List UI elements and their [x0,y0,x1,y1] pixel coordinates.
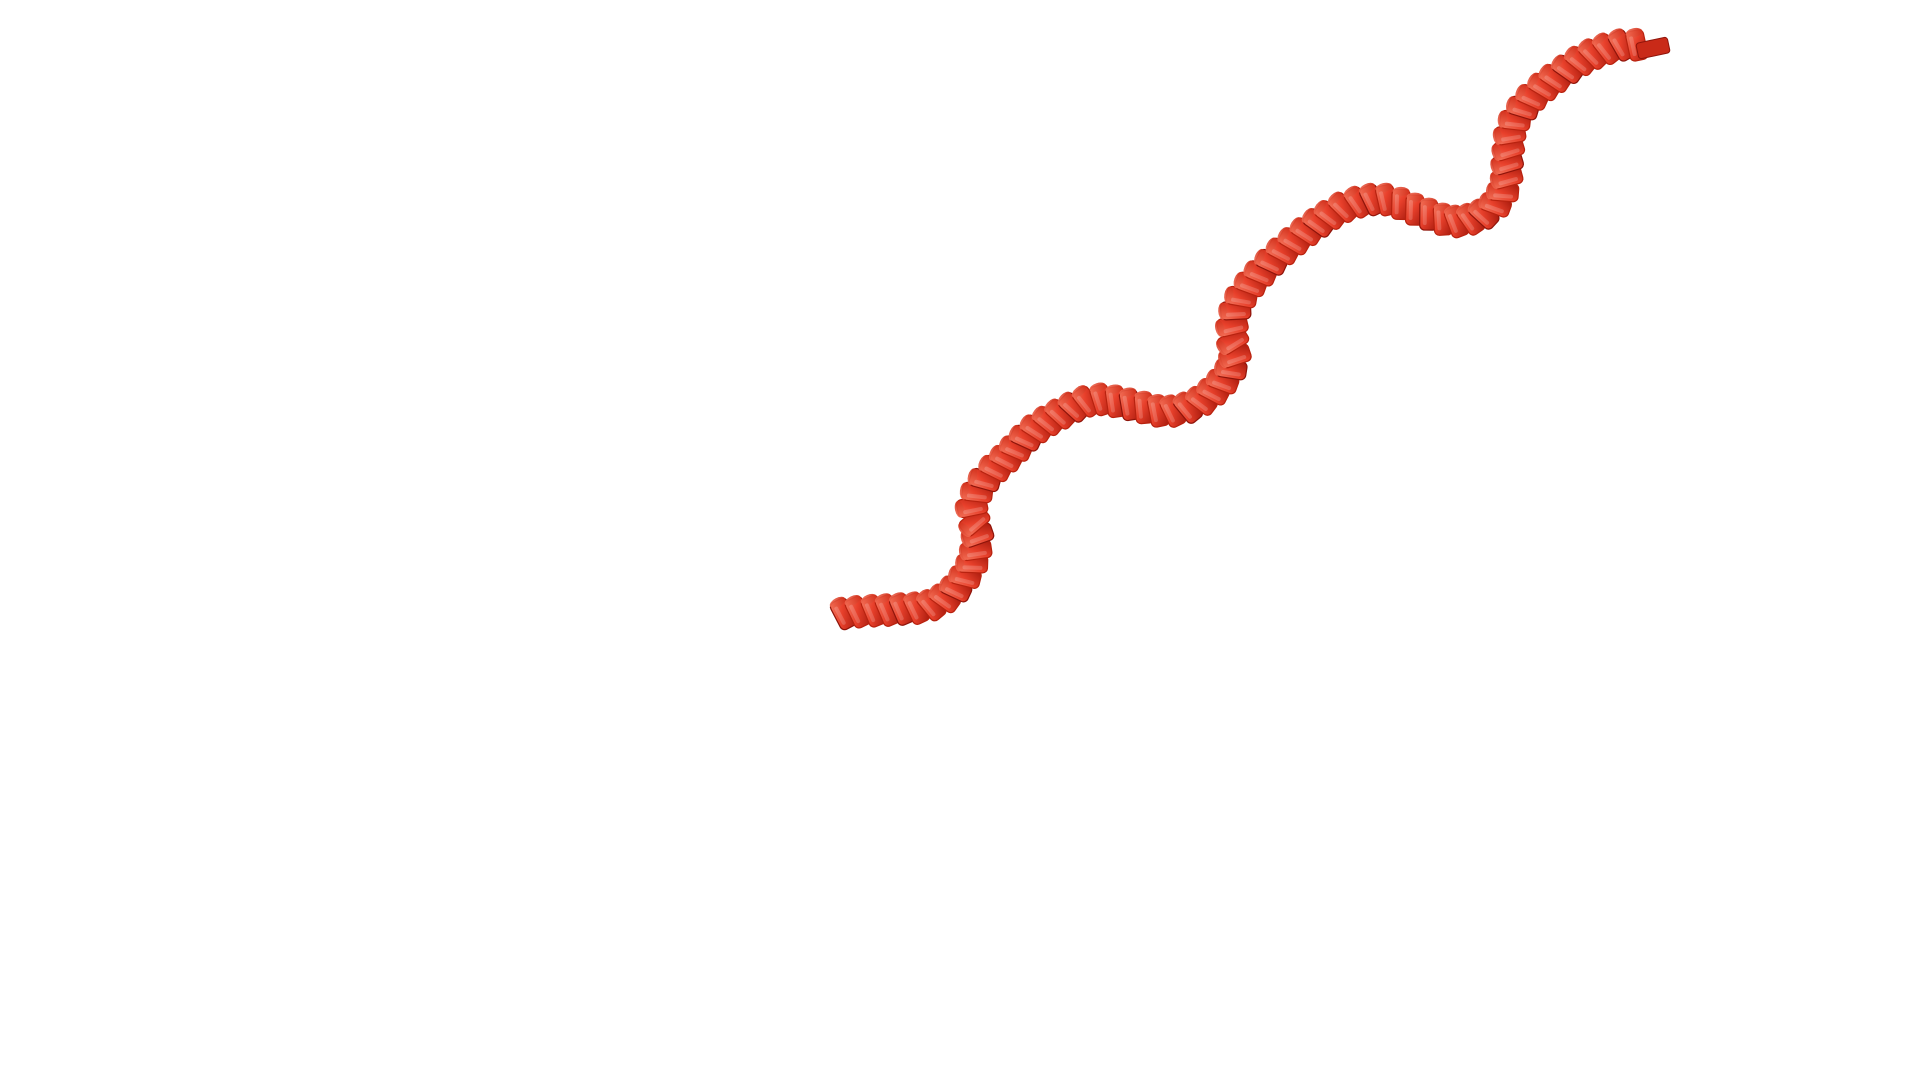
strand-segment [1538,63,1572,93]
strand-segment [1196,378,1230,406]
strand-segment [1467,198,1500,230]
strand-segment [829,596,858,631]
strand-segment [844,595,872,629]
strand-segment [1313,199,1347,230]
strand-segment [1564,45,1597,77]
strand-segment [938,575,973,603]
strand-segment [1515,84,1549,111]
strand-segment [1031,405,1065,437]
strand-segment [988,444,1023,473]
strand-segment [888,592,916,626]
strand-segment [1551,54,1584,85]
strand-segment [1591,32,1623,66]
strand-segment [1301,208,1335,238]
strand-segment [1289,217,1323,247]
strand-segment [1205,368,1240,395]
strand-segment [1254,248,1288,276]
strand-segment [1456,202,1486,236]
strand [829,27,1671,631]
strand-segment [1265,237,1300,266]
strand-segment [1185,385,1218,416]
strand-segment [1327,191,1360,223]
strand-segment [1057,391,1090,423]
strand-segment [1071,385,1103,418]
strand-segment [903,591,931,625]
strand-segment [1343,185,1373,219]
strand-end-cap [1635,36,1671,60]
